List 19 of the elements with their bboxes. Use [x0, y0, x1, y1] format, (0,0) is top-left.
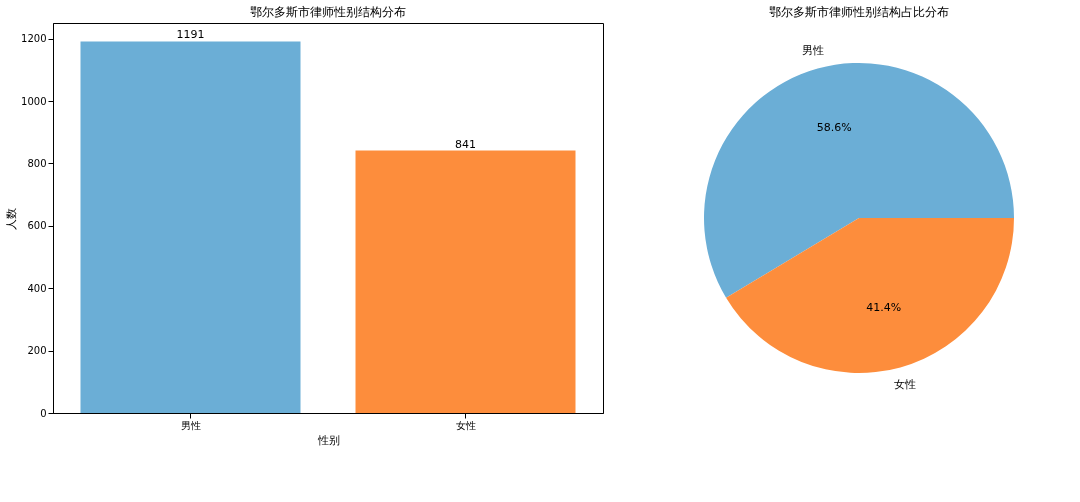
data-label: 41.4%	[866, 300, 902, 314]
data-label: 841	[455, 137, 476, 151]
y-axis-title: 人数	[5, 207, 19, 230]
y-tick-label: 400	[27, 282, 47, 294]
y-tick-label: 0	[40, 407, 47, 419]
pie-slice	[726, 218, 1014, 373]
chart-title: 鄂尔多斯市律师性别结构占比分布	[769, 5, 949, 19]
slice-label: 女性	[894, 378, 917, 392]
y-tick-label: 800	[27, 157, 47, 169]
data-label: 58.6%	[816, 121, 852, 135]
data-label: 1191	[176, 28, 205, 42]
y-tick-label: 1000	[21, 95, 47, 107]
x-axis-title: 性别	[316, 433, 340, 447]
slice-label: 男性	[801, 43, 824, 57]
y-tick-label: 1200	[21, 33, 47, 45]
y-tick-label: 600	[27, 220, 47, 232]
y-tick-label: 200	[27, 345, 47, 357]
pie-slice	[704, 63, 1014, 298]
chart-title: 鄂尔多斯市律师性别结构分布	[250, 5, 406, 19]
